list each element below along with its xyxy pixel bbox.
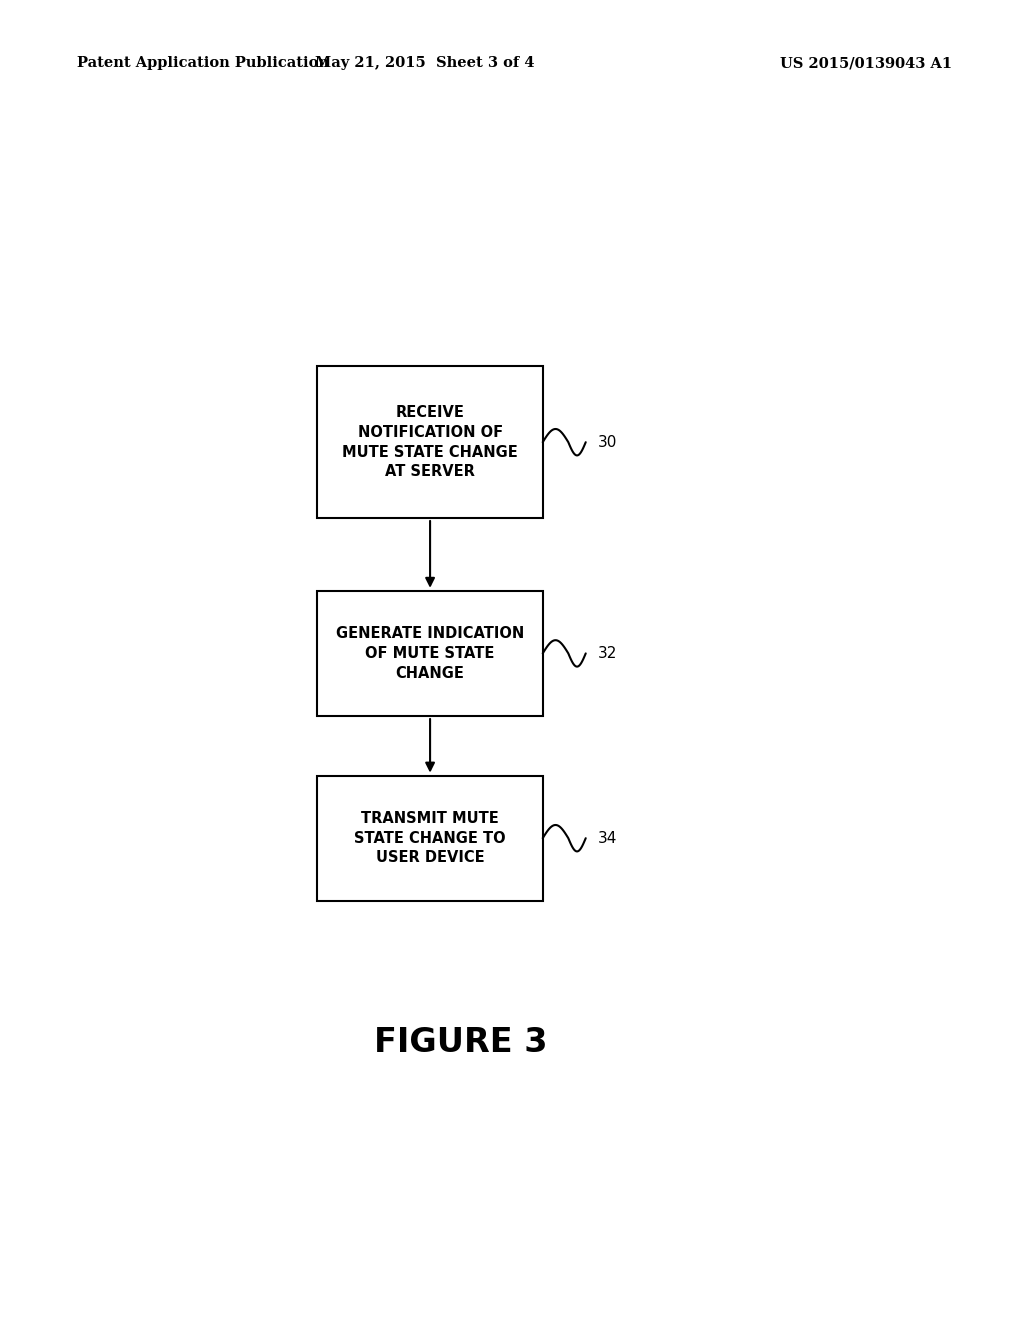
Bar — [317, 591, 543, 715]
Text: TRANSMIT MUTE
STATE CHANGE TO
USER DEVICE: TRANSMIT MUTE STATE CHANGE TO USER DEVIC… — [354, 810, 506, 866]
Text: Patent Application Publication: Patent Application Publication — [77, 57, 329, 70]
Text: GENERATE INDICATION
OF MUTE STATE
CHANGE: GENERATE INDICATION OF MUTE STATE CHANGE — [336, 626, 524, 681]
Text: May 21, 2015  Sheet 3 of 4: May 21, 2015 Sheet 3 of 4 — [315, 57, 535, 70]
Text: FIGURE 3: FIGURE 3 — [374, 1027, 548, 1059]
Text: US 2015/0139043 A1: US 2015/0139043 A1 — [780, 57, 952, 70]
Bar — [317, 366, 543, 517]
Text: 32: 32 — [598, 645, 617, 661]
Text: 30: 30 — [598, 434, 617, 450]
Text: RECEIVE
NOTIFICATION OF
MUTE STATE CHANGE
AT SERVER: RECEIVE NOTIFICATION OF MUTE STATE CHANG… — [342, 405, 518, 479]
Text: 34: 34 — [598, 830, 617, 846]
Bar — [317, 776, 543, 900]
